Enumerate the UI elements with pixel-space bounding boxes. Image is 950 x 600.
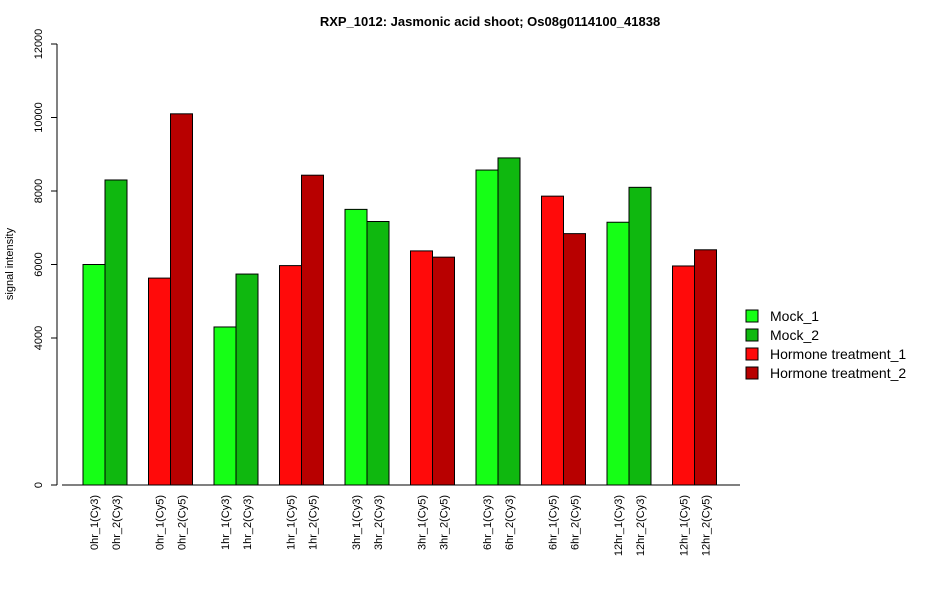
bar <box>344 208 368 486</box>
x-tick-label: 6hr_1(Cy5) <box>548 495 560 550</box>
legend-swatch <box>745 347 759 361</box>
x-tick-label: 0hr_2(Cy5) <box>177 495 189 550</box>
bar <box>170 113 193 486</box>
y-tick-label: 4000 <box>33 326 45 350</box>
bar <box>366 221 390 486</box>
y-tick-label: 12000 <box>33 29 45 60</box>
x-tick-label: 1hr_1(Cy3) <box>220 495 232 550</box>
x-tick-label: 0hr_2(Cy3) <box>111 495 123 550</box>
bar <box>606 221 630 486</box>
x-tick-label: 6hr_1(Cy3) <box>482 495 494 550</box>
bar <box>82 264 106 486</box>
x-tick-label: 12hr_1(Cy3) <box>613 495 625 556</box>
x-tick-label: 6hr_2(Cy5) <box>570 495 582 550</box>
x-tick-label: 0hr_1(Cy5) <box>155 495 167 550</box>
legend-swatch <box>745 366 759 380</box>
legend-label: Mock_2 <box>770 327 819 343</box>
legend-label: Hormone treatment_1 <box>770 346 906 362</box>
x-tick-label: 12hr_1(Cy5) <box>679 495 691 556</box>
y-tick-label: 10000 <box>33 102 45 133</box>
bar <box>497 157 521 486</box>
y-tick-label: 6000 <box>33 252 45 276</box>
legend-swatch <box>745 328 759 342</box>
bar <box>410 250 433 486</box>
bar <box>213 326 237 486</box>
x-tick-label: 1hr_2(Cy5) <box>308 495 320 550</box>
bar <box>301 174 324 486</box>
legend: Mock_1 Mock_2 Hormone treatment_1 Hormone t… <box>745 308 906 381</box>
bar <box>235 273 259 486</box>
y-axis: 0 4000 6000 8000 10000 12000 <box>33 29 58 488</box>
bar <box>148 277 171 486</box>
x-tick-label: 3hr_1(Cy3) <box>351 495 363 550</box>
bar <box>432 256 455 486</box>
x-tick-label: 12hr_2(Cy5) <box>701 495 713 556</box>
x-tick-label: 3hr_2(Cy5) <box>439 495 451 550</box>
x-tick-label: 3hr_2(Cy3) <box>373 495 385 550</box>
x-tick-labels: 0hr_1(Cy3) 0hr_2(Cy3) 0hr_1(Cy5) 0hr_2(Cy5)… <box>89 495 713 556</box>
y-tick-label: 8000 <box>33 179 45 203</box>
bar <box>475 169 499 486</box>
chart-title: RXP_1012: Jasmonic acid shoot; Os08g0114… <box>320 14 660 29</box>
bar <box>672 265 695 486</box>
legend-label: Mock_1 <box>770 308 819 324</box>
x-tick-label: 6hr_2(Cy3) <box>504 495 516 550</box>
legend-label: Hormone treatment_2 <box>770 365 906 381</box>
bar <box>279 265 302 486</box>
y-tick-label: 0 <box>33 482 45 488</box>
x-tick-label: 1hr_2(Cy3) <box>242 495 254 550</box>
bar <box>104 179 128 486</box>
x-tick-label: 12hr_2(Cy3) <box>635 495 647 556</box>
bar <box>694 249 717 486</box>
legend-swatch <box>745 309 759 323</box>
x-tick-label: 1hr_1(Cy5) <box>286 495 298 550</box>
bar <box>628 186 652 486</box>
y-axis-label: signal intensity <box>4 227 16 300</box>
x-tick-label: 0hr_1(Cy3) <box>89 495 101 550</box>
bar <box>563 233 586 486</box>
bars <box>82 113 717 486</box>
bar <box>541 195 564 486</box>
x-tick-label: 3hr_1(Cy5) <box>417 495 429 550</box>
